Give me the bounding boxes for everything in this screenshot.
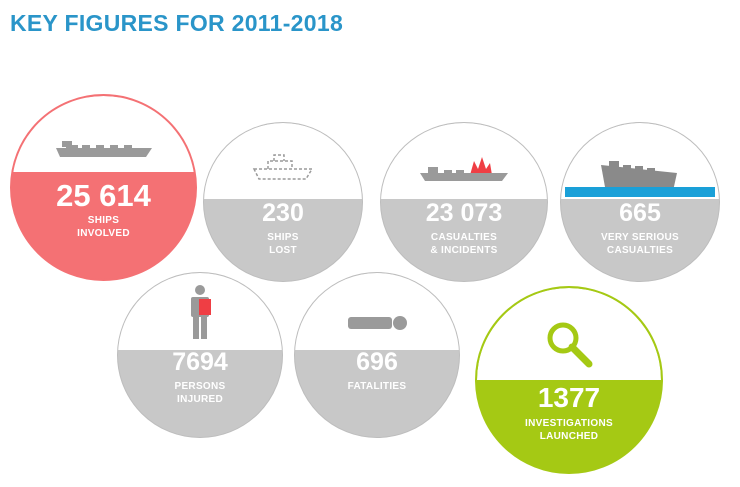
figure-persons-injured: 7694 PERSONS INJURED <box>117 272 283 438</box>
casualties-incidents-label: CASUALTIES & INCIDENTS <box>430 232 498 256</box>
casualties-incidents-value: 23 073 <box>425 199 503 227</box>
ship-outline-icon <box>252 151 314 186</box>
fatalities-label: FATALITIES <box>347 381 407 392</box>
sinking-ship-icon <box>565 157 715 202</box>
ships-involved-value: 25 614 <box>56 178 151 213</box>
investigations-launched-value: 1377 <box>537 382 601 413</box>
figure-casualties-incidents: 23 073 CASUALTIES & INCIDENTS <box>380 122 548 282</box>
injured-person-icon <box>185 285 215 346</box>
page-title: KEY FIGURES FOR 2011-2018 <box>10 10 344 36</box>
cargo-ship-icon <box>55 140 152 167</box>
figure-ships-involved: 25 614 SHIPS INVOLVED <box>10 94 197 281</box>
magnifier-icon <box>545 320 593 373</box>
ships-involved-label: SHIPS INVOLVED <box>77 215 130 239</box>
figure-investigations-launched: 1377 INVESTIGATIONS LAUNCHED <box>475 286 663 474</box>
ship-fire-icon <box>420 153 508 190</box>
investigations-launched-label: INVESTIGATIONS LAUNCHED <box>525 418 613 442</box>
very-serious-casualties-label: VERY SERIOUS CASUALTIES <box>600 232 680 256</box>
ships-lost-value: 230 <box>262 199 304 227</box>
fatalities-value: 696 <box>356 348 398 376</box>
figure-ships-lost: 230 SHIPS LOST <box>203 122 363 282</box>
figure-fatalities: 696 FATALITIES <box>294 272 460 438</box>
ships-lost-label: SHIPS LOST <box>267 232 299 256</box>
lying-person-icon <box>346 313 408 338</box>
persons-injured-value: 7694 <box>172 348 228 376</box>
persons-injured-label: PERSONS INJURED <box>174 381 226 405</box>
figure-very-serious-casualties: 665 VERY SERIOUS CASUALTIES <box>560 122 720 282</box>
very-serious-casualties-value: 665 <box>619 199 661 227</box>
